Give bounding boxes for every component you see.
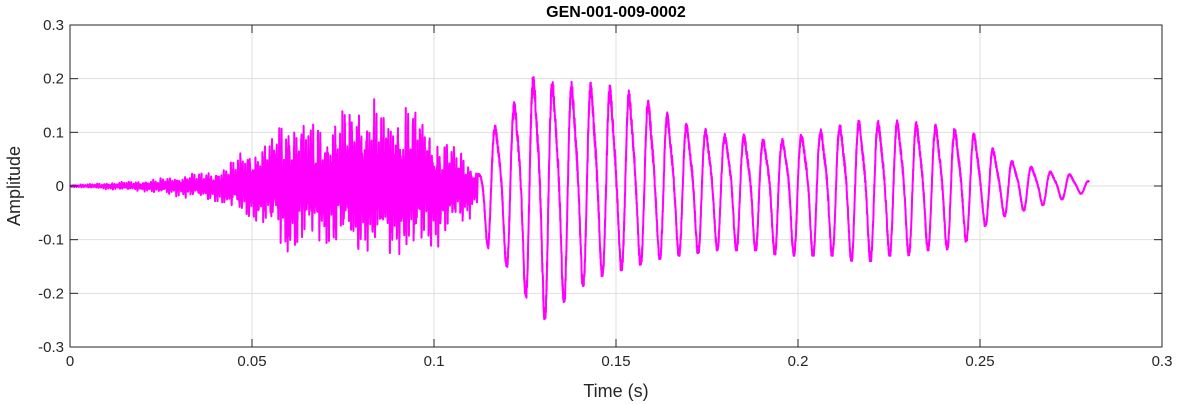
- x-tick-label: 0.05: [237, 353, 266, 370]
- chart-title: GEN-001-009-0002: [546, 4, 686, 21]
- y-tick-label: -0.1: [38, 232, 64, 249]
- y-tick-label: -0.2: [38, 285, 64, 302]
- x-tick-label: 0.1: [424, 353, 445, 370]
- x-axis-label: Time (s): [583, 381, 648, 401]
- series-group: [69, 76, 1091, 321]
- waveform-series-line: [69, 76, 1091, 321]
- x-tick-label: 0.15: [601, 353, 630, 370]
- y-axis-ticks: -0.3 -0.2 -0.1 0 0.1 0.2 0.3: [38, 17, 1162, 356]
- x-tick-label: 0.25: [965, 353, 994, 370]
- y-axis-label: Amplitude: [4, 146, 24, 226]
- y-tick-label: 0.3: [43, 17, 64, 34]
- x-tick-label: 0.3: [1152, 353, 1173, 370]
- x-tick-label: 0: [66, 353, 74, 370]
- y-tick-label: 0.2: [43, 71, 64, 88]
- x-tick-label: 0.2: [788, 353, 809, 370]
- y-tick-label: 0: [56, 178, 64, 195]
- y-tick-label: 0.1: [43, 124, 64, 141]
- y-tick-label: -0.3: [38, 339, 64, 356]
- x-axis-ticks: 0 0.05 0.1 0.15 0.2 0.25 0.3: [66, 25, 1173, 370]
